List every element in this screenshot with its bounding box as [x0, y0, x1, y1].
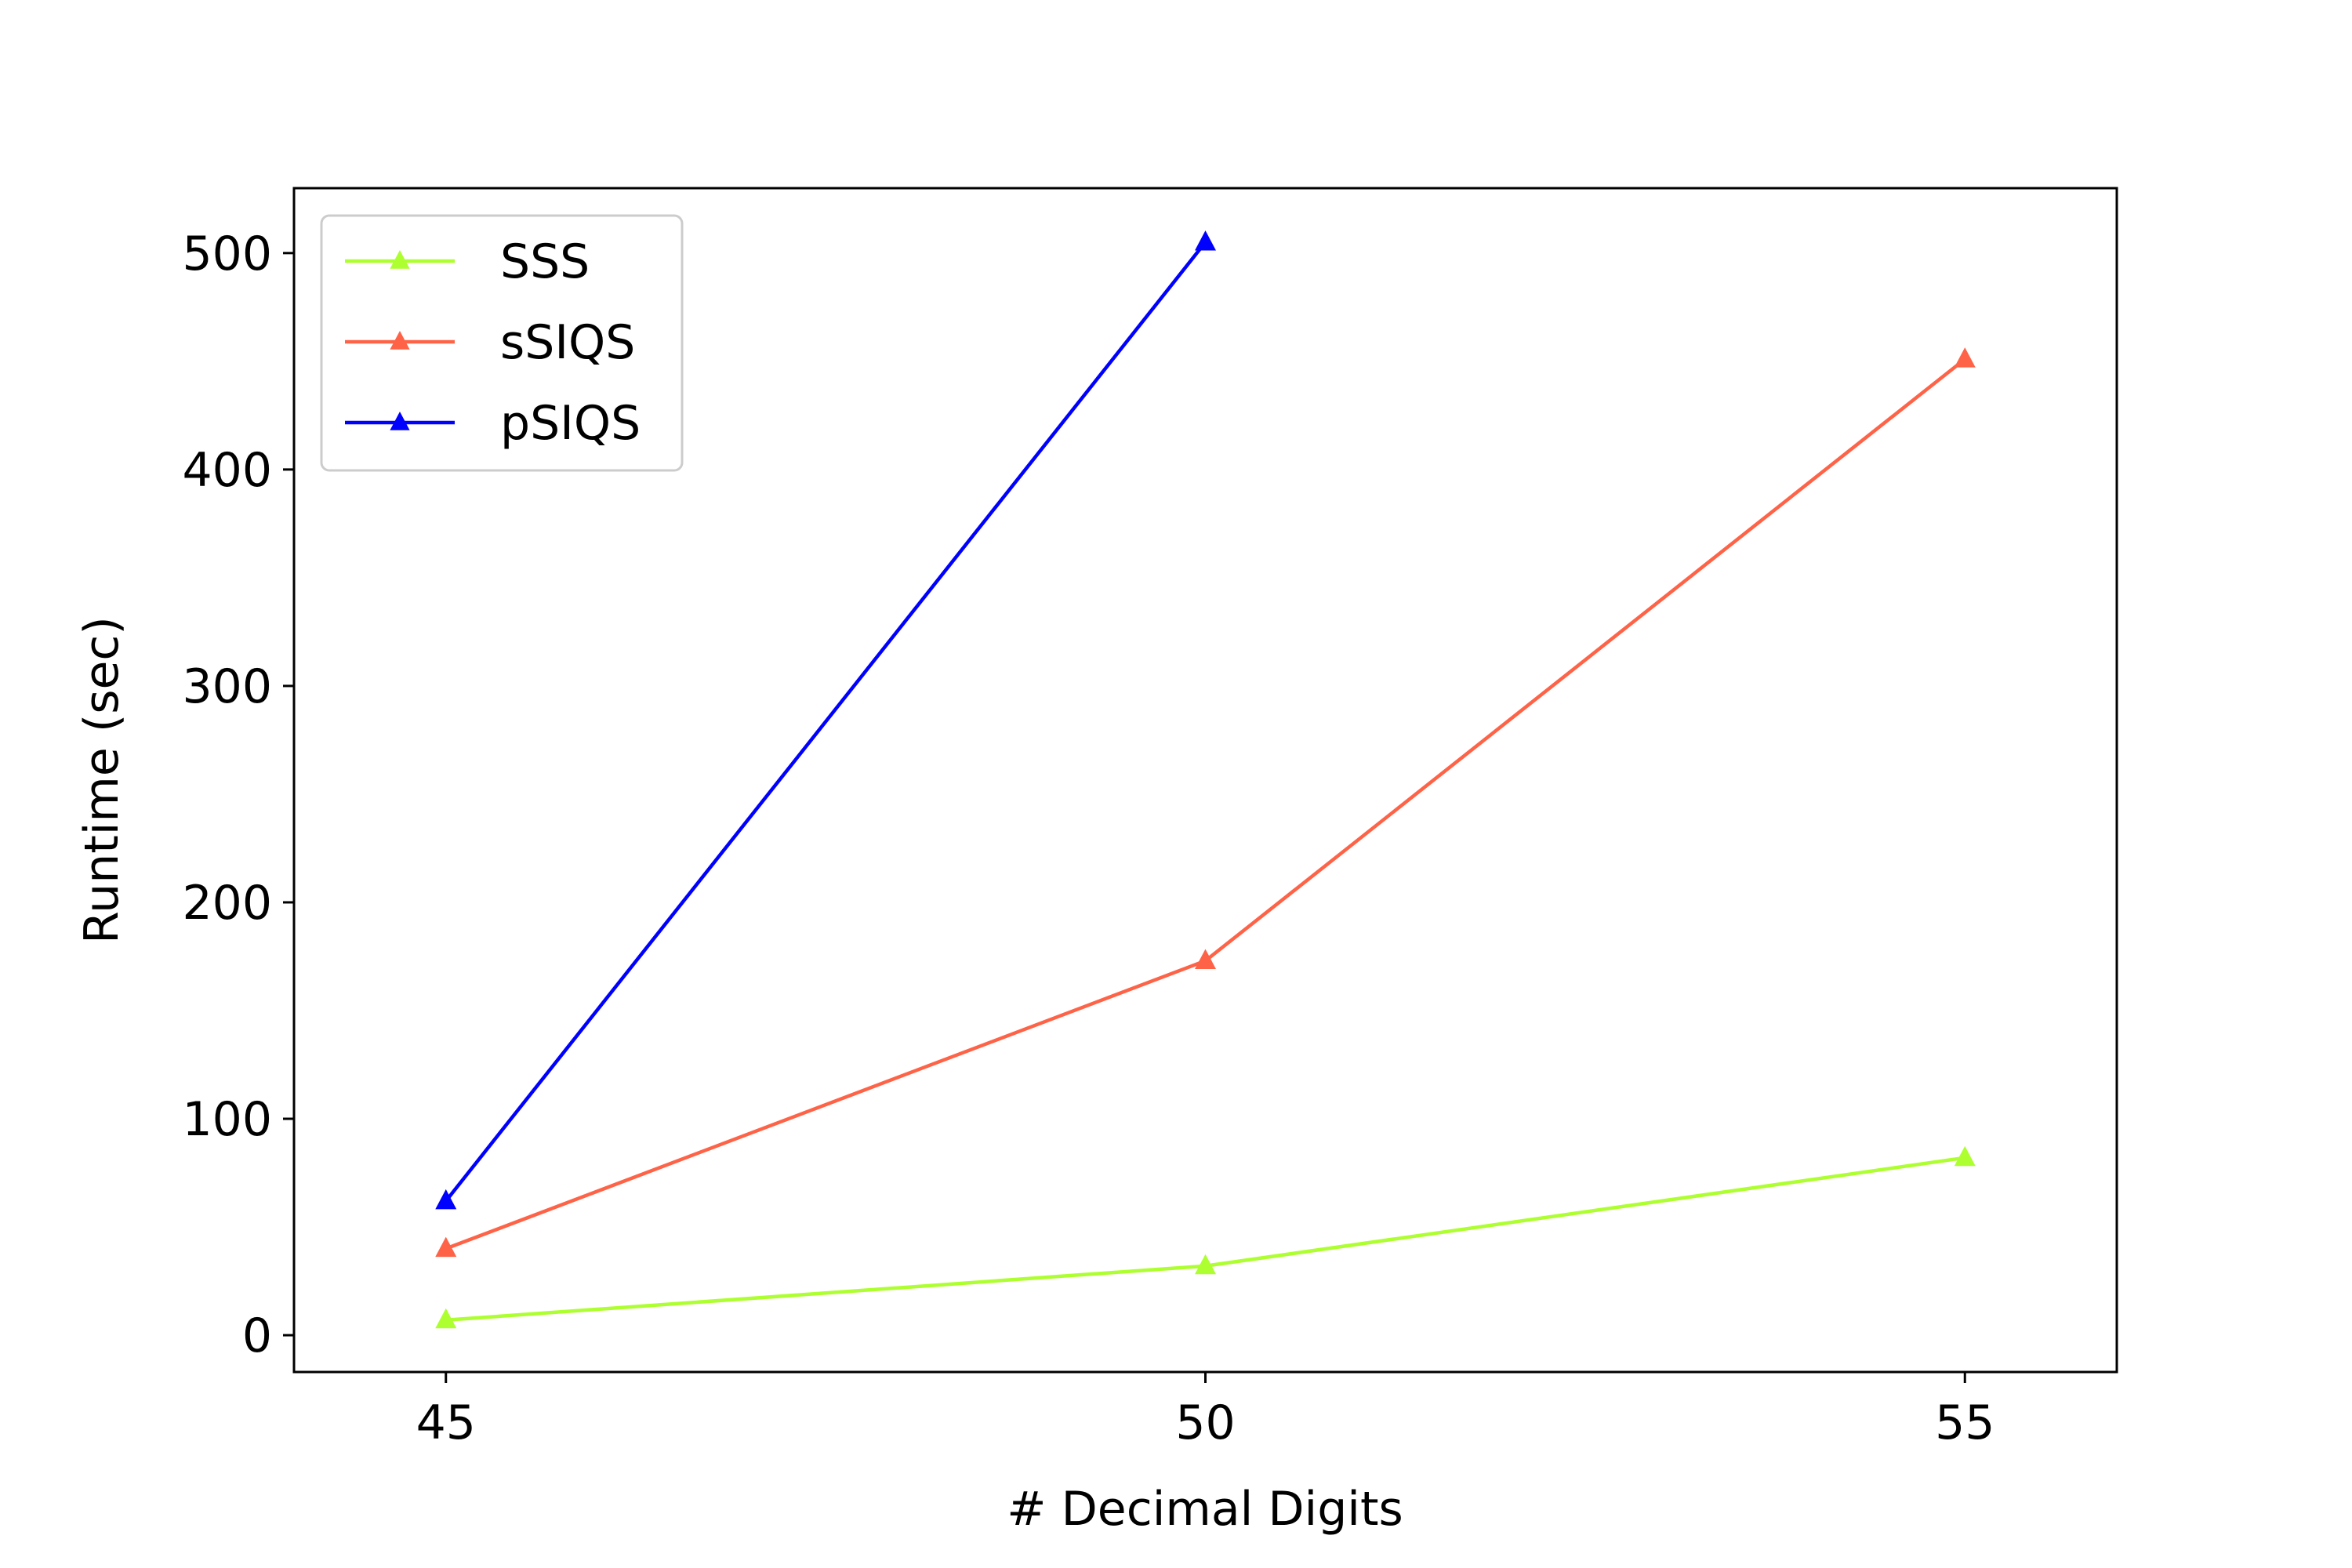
legend-label: pSIQS — [500, 396, 641, 451]
axes-frame — [292, 187, 2118, 1374]
x-tick-label: 50 — [1175, 1396, 1235, 1450]
y-tick-label: 100 — [182, 1092, 272, 1147]
legend-item: sSIQS — [345, 315, 635, 370]
x-axis-label: # Decimal Digits — [1007, 1482, 1403, 1537]
y-tick-label: 500 — [182, 227, 272, 281]
axis-ticks: 45 50 55 0 100 200 300 400 500 — [182, 227, 1994, 1450]
legend-label: SSS — [500, 234, 590, 289]
data-point-marker — [435, 1236, 457, 1258]
x-tick-label: 45 — [416, 1396, 476, 1450]
series-pSIQS — [435, 230, 1216, 1210]
y-tick-label: 0 — [242, 1308, 272, 1363]
series-SSS — [435, 1145, 1976, 1329]
y-tick-label: 300 — [182, 659, 272, 714]
data-point-marker — [1954, 1145, 1976, 1167]
legend: SSS sSIQS pSIQS — [320, 214, 684, 472]
legend-swatch-marker — [390, 412, 410, 430]
legend-item: pSIQS — [345, 396, 641, 451]
y-tick-label: 200 — [182, 876, 272, 931]
series-sSIQS — [435, 347, 1976, 1258]
plot-area — [435, 230, 1976, 1329]
data-point-marker — [435, 1308, 457, 1329]
legend-item: SSS — [345, 234, 590, 289]
data-point-marker — [1195, 1254, 1216, 1275]
y-axis-label: Runtime (sec) — [74, 616, 129, 944]
data-point-marker — [1195, 230, 1216, 251]
legend-swatch-marker — [390, 250, 410, 269]
series-line — [444, 241, 1207, 1203]
data-point-marker — [1954, 347, 1976, 368]
y-tick-label: 400 — [182, 443, 272, 498]
legend-label: sSIQS — [500, 315, 635, 370]
legend-box — [320, 214, 684, 472]
legend-swatch-marker — [390, 331, 410, 350]
x-tick-label: 55 — [1935, 1396, 1994, 1450]
data-point-marker — [435, 1189, 457, 1210]
legend-entries: SSS sSIQS pSIQS — [345, 234, 641, 451]
data-point-marker — [1195, 949, 1216, 970]
